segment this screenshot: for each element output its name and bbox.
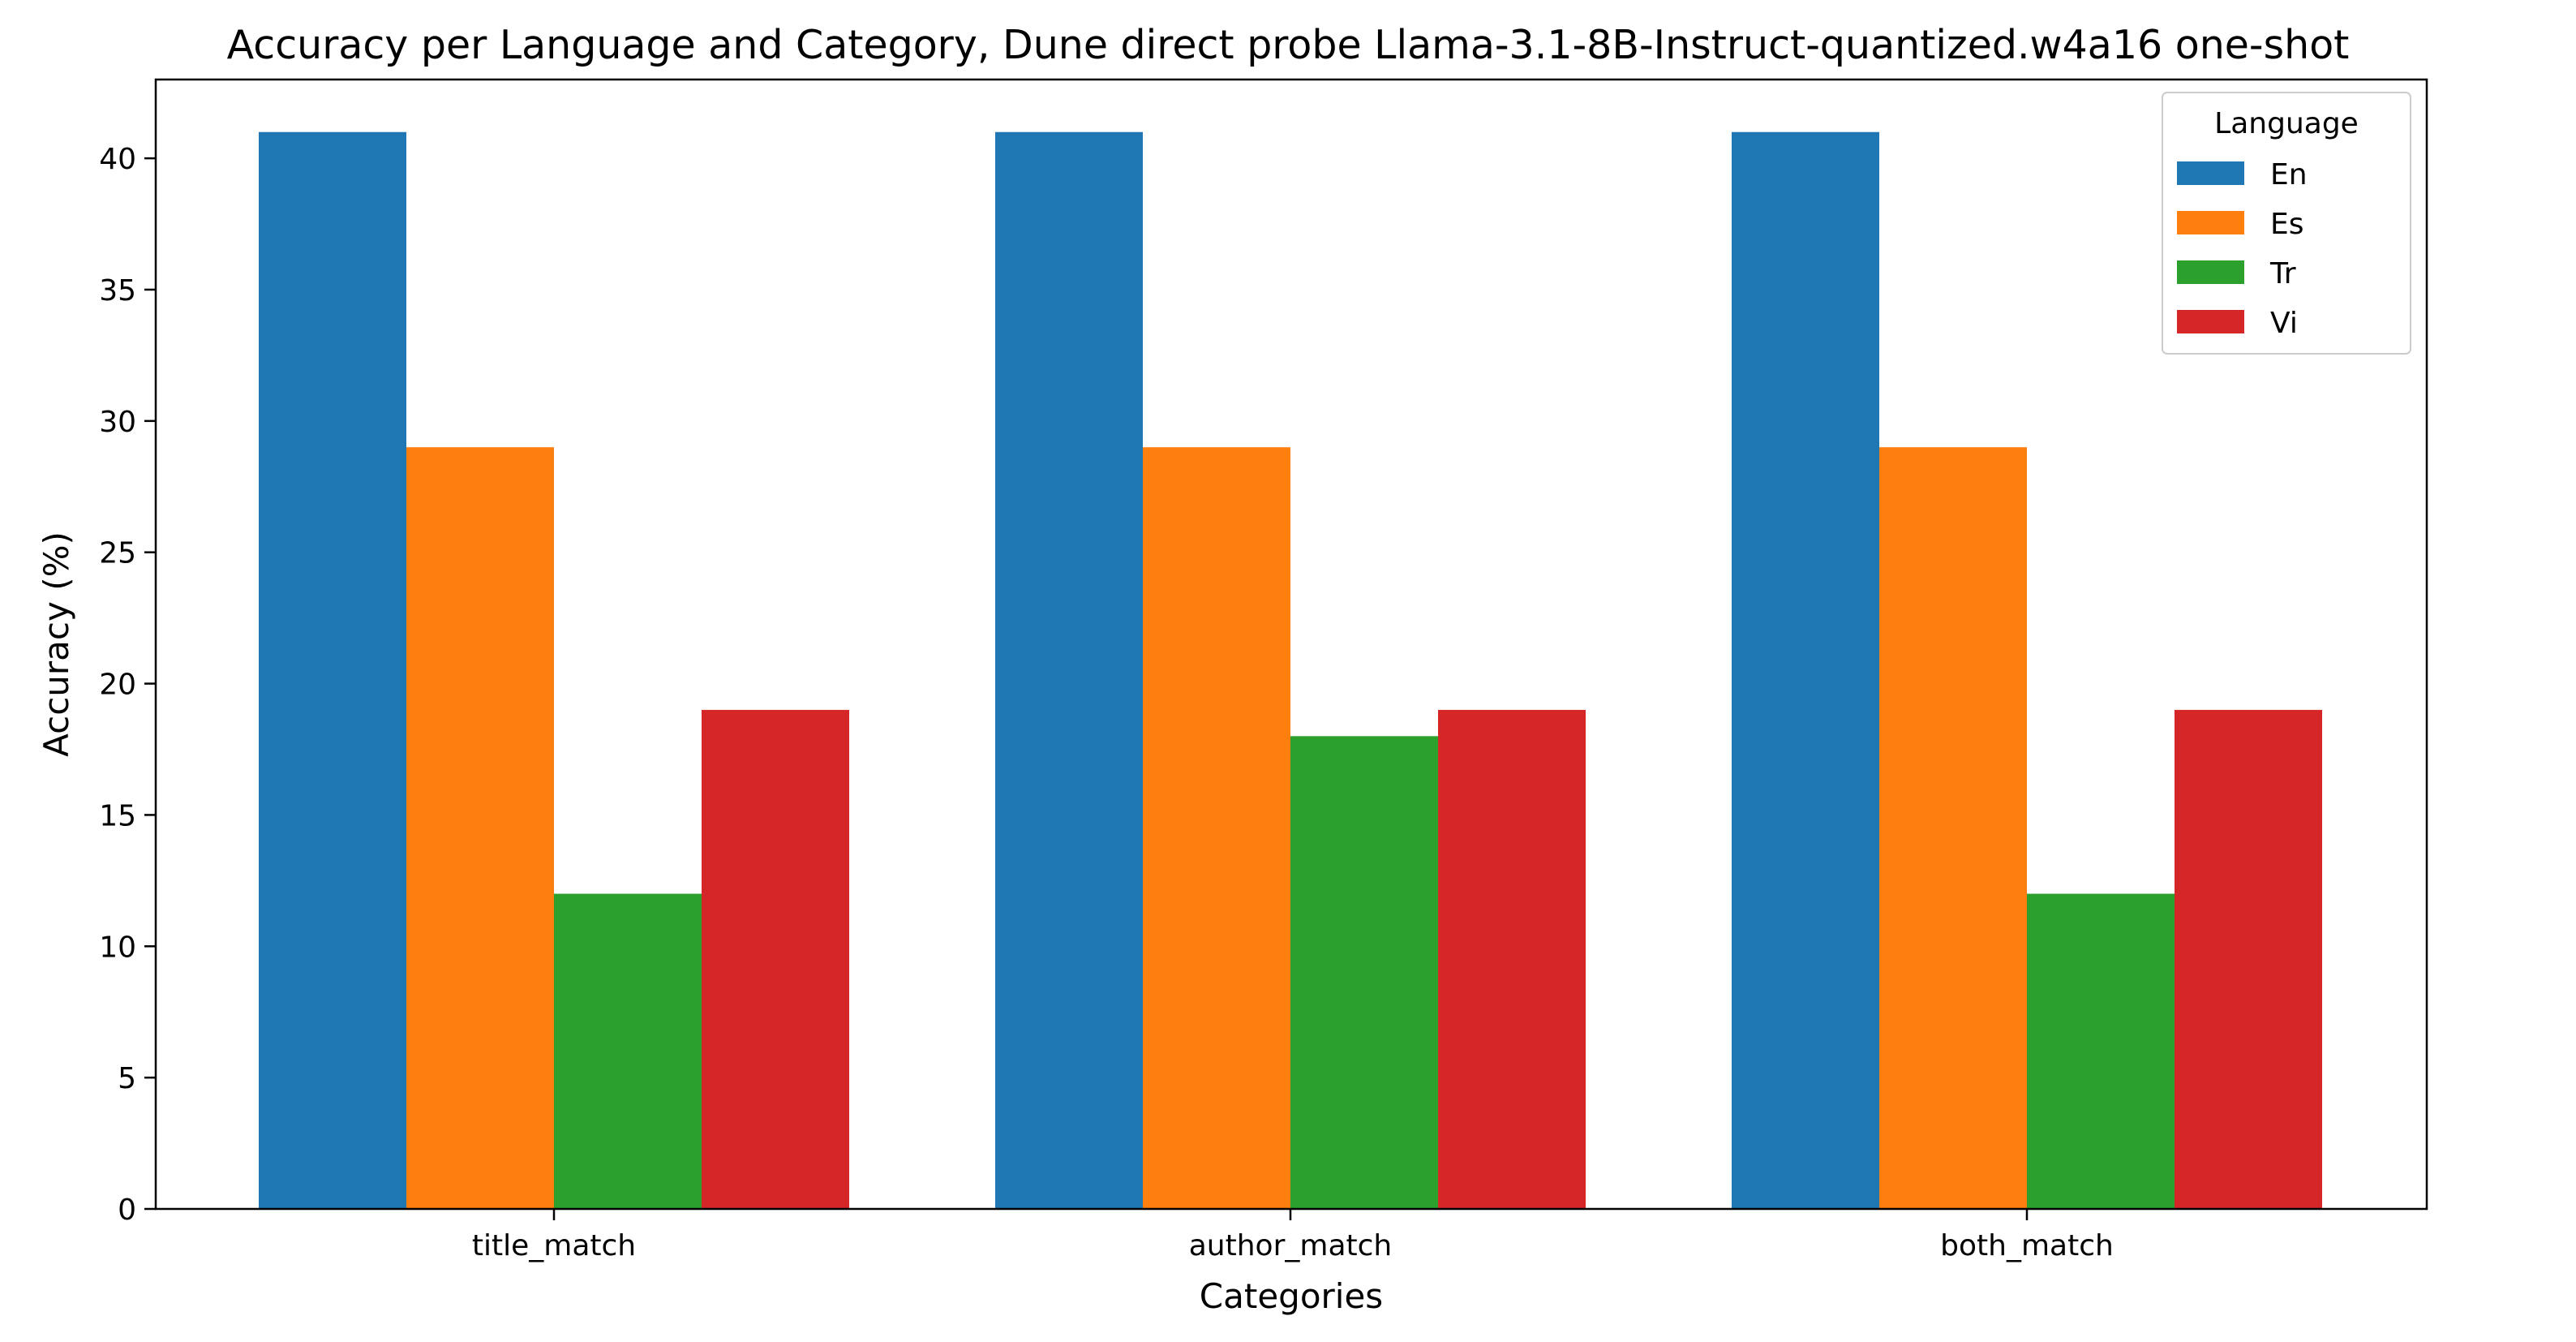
bar-tr-both-match [2027, 893, 2175, 1209]
bar-tr-author-match [1290, 736, 1438, 1209]
legend-label-vi: Vi [2270, 307, 2298, 340]
legend-swatch-es [2177, 211, 2244, 234]
x-tick-label: author_match [1189, 1229, 1393, 1262]
y-tick-label: 35 [99, 274, 136, 308]
bar-vi-both-match [2175, 709, 2322, 1209]
bar-en-title-match [259, 131, 406, 1210]
bar-es-both-match [1879, 447, 2027, 1209]
legend-swatch-en [2177, 161, 2244, 185]
bars-layer [259, 131, 2322, 1210]
legend-swatch-vi [2177, 310, 2244, 333]
bar-es-author-match [1143, 447, 1290, 1209]
legend-label-es: Es [2270, 208, 2304, 241]
legend-items: En Es Tr Vi [2177, 158, 2308, 340]
bar-vi-author-match [1438, 709, 1586, 1209]
y-tick-label: 5 [118, 1062, 136, 1095]
y-tick-label: 20 [99, 669, 136, 702]
legend-title: Language [2214, 107, 2359, 140]
legend-swatch-tr [2177, 260, 2244, 284]
y-tick-label: 40 [99, 143, 136, 176]
bar-vi-title-match [702, 709, 849, 1209]
y-axis-label: Accuracy (%) [36, 531, 76, 757]
legend-box [2162, 92, 2411, 355]
x-tick-label: both_match [1940, 1229, 2114, 1262]
y-tick-label: 10 [99, 931, 136, 964]
chart-title: Accuracy per Language and Category, Dune… [227, 22, 2350, 68]
x-axis-label: Categories [1200, 1276, 1383, 1316]
legend-label-tr: Tr [2269, 257, 2296, 290]
y-tick-label: 30 [99, 406, 136, 439]
y-tick-label: 25 [99, 537, 136, 570]
bar-en-both-match [1732, 131, 1879, 1210]
bar-es-title-match [406, 447, 554, 1209]
legend: Language En Es Tr Vi [2162, 92, 2411, 355]
y-tick-label: 15 [99, 799, 136, 832]
bar-tr-title-match [554, 893, 702, 1209]
legend-label-en: En [2270, 158, 2308, 191]
x-tick-label: title_match [472, 1229, 636, 1262]
y-axis: 0 5 10 15 20 25 30 35 40 [99, 143, 156, 1227]
x-axis: title_match author_match both_match [472, 1209, 2114, 1262]
bar-en-author-match [995, 131, 1143, 1210]
y-tick-label: 0 [118, 1194, 136, 1227]
